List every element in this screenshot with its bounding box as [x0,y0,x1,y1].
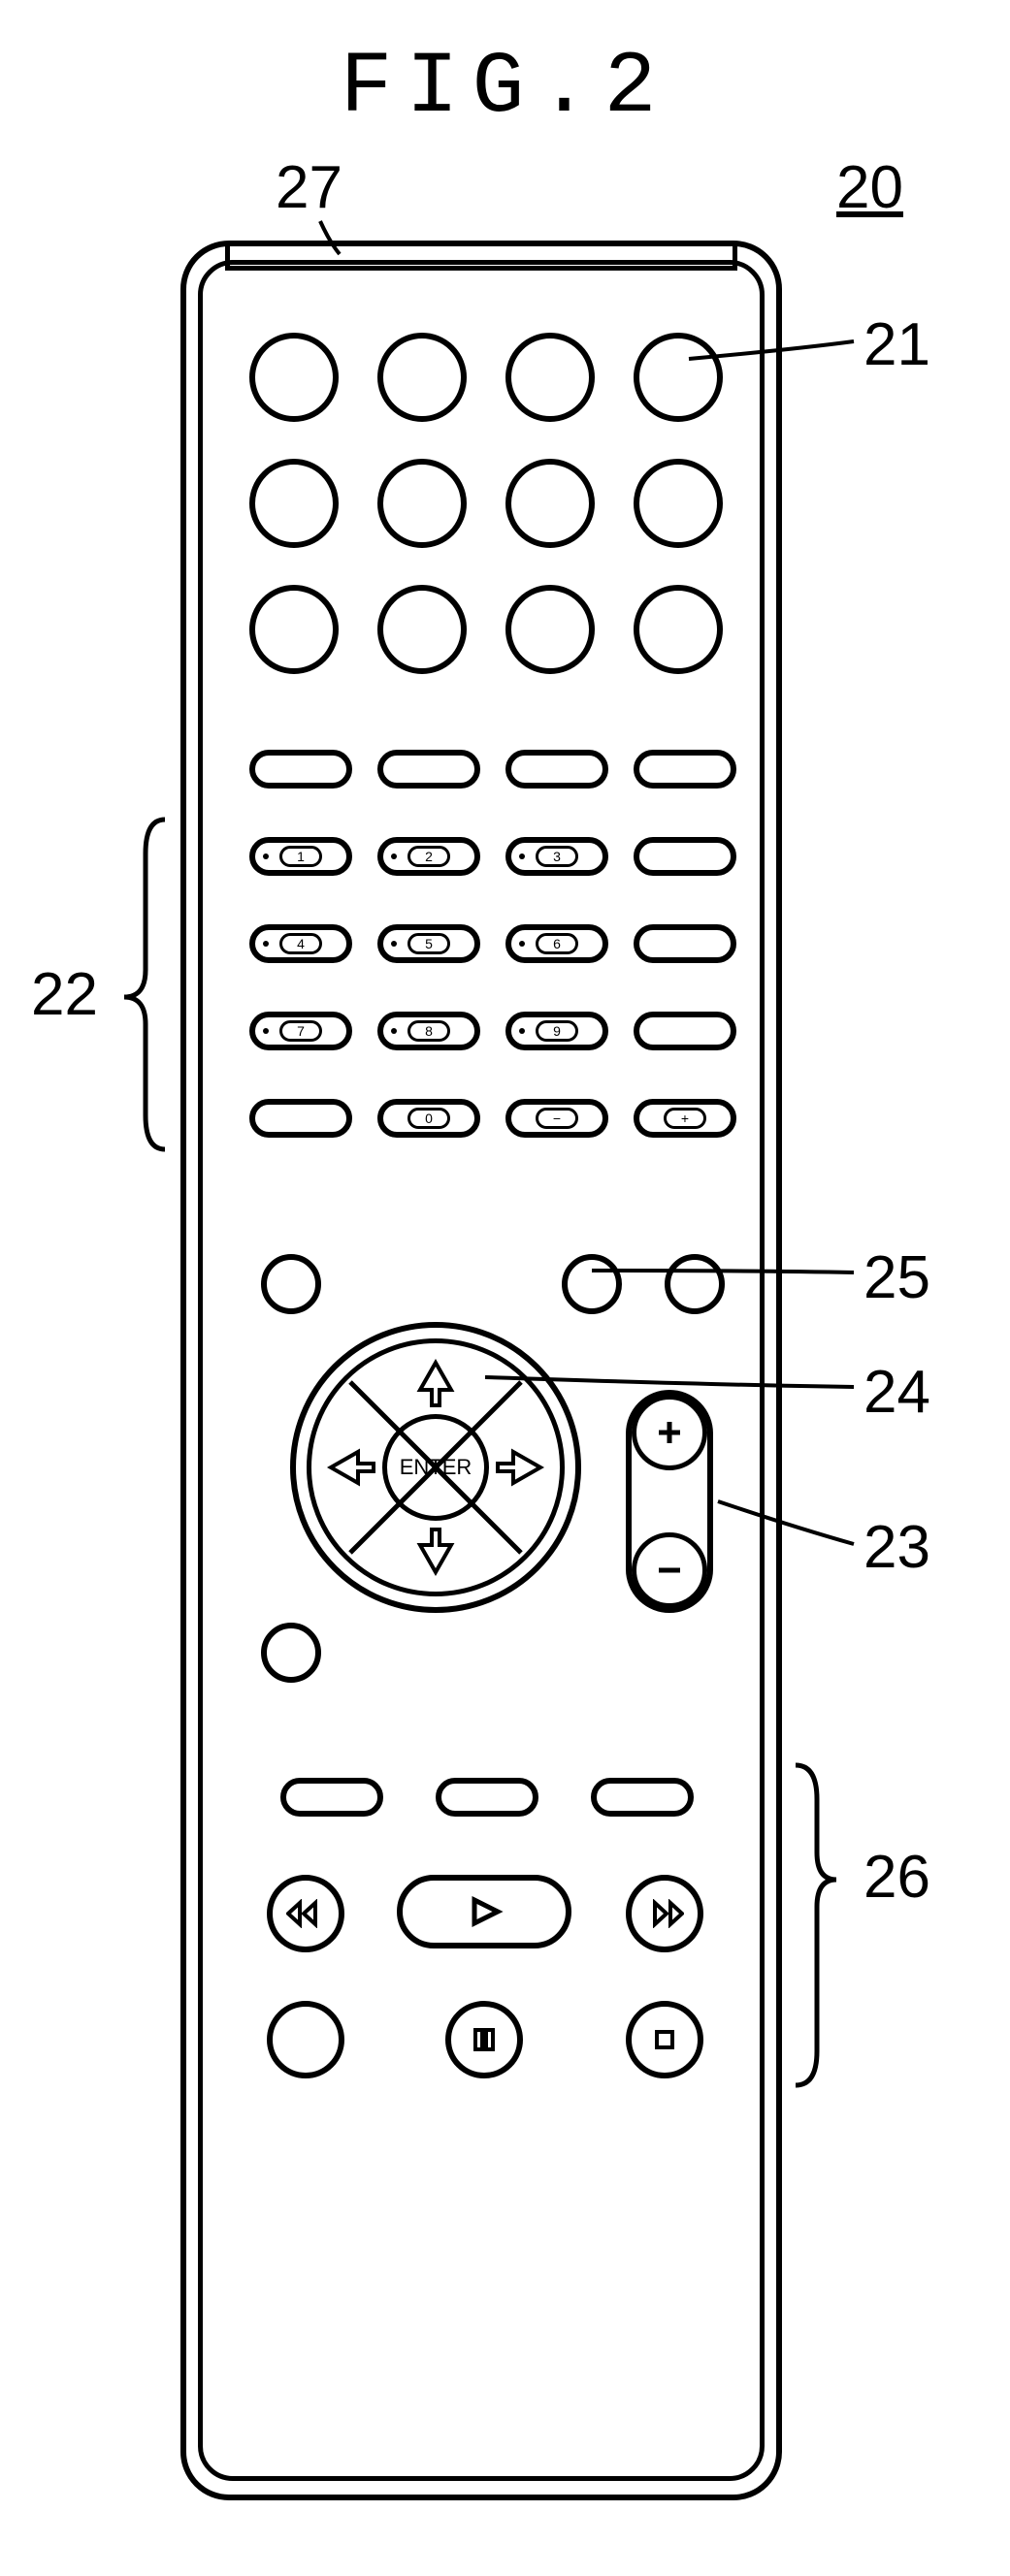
numpad-label: 9 [536,1020,578,1042]
dpad: ENTER [290,1322,581,1613]
numpad-button[interactable]: 2 [377,837,480,876]
top-button[interactable] [634,459,723,548]
numpad-label: 3 [536,846,578,867]
top-button[interactable] [634,585,723,674]
ref-21: 21 [863,310,930,379]
ref-27: 27 [276,153,342,222]
function-button[interactable] [436,1778,538,1817]
top-button[interactable] [249,333,339,422]
ref-22: 22 [31,960,98,1029]
numpad-button[interactable]: 6 [505,924,608,963]
numpad-label: 0 [407,1108,450,1129]
ref-23: 23 [863,1513,930,1582]
ref-26: 26 [863,1843,930,1912]
function-button[interactable] [280,1778,383,1817]
numpad-button[interactable] [634,837,736,876]
top-button[interactable] [249,459,339,548]
numpad-button[interactable]: − [505,1099,608,1138]
volume-rocker [626,1390,713,1613]
top-button[interactable] [634,333,723,422]
numpad-label: 8 [407,1020,450,1042]
numpad-label: 1 [279,846,322,867]
ref-24: 24 [863,1358,930,1427]
stop-button[interactable] [626,2001,703,2078]
fast-forward-button[interactable] [626,1875,703,1952]
volume-up-button[interactable] [632,1395,707,1470]
figure-title: FIG.2 [0,39,1010,138]
context-button[interactable] [261,1623,321,1683]
volume-down-button[interactable] [632,1532,707,1608]
numpad-label: 6 [536,933,578,954]
ref-20: 20 [836,153,903,222]
context-button[interactable] [665,1254,725,1314]
numpad-label: 4 [279,933,322,954]
numpad-button[interactable] [249,1099,352,1138]
function-button[interactable] [377,750,480,789]
top-button[interactable] [505,333,595,422]
dpad-enter-button[interactable]: ENTER [382,1414,489,1521]
function-button[interactable] [634,750,736,789]
function-button[interactable] [591,1778,694,1817]
top-button[interactable] [249,585,339,674]
context-button[interactable] [562,1254,622,1314]
context-button[interactable] [261,1254,321,1314]
numpad-button[interactable]: 0 [377,1099,480,1138]
numpad-button[interactable] [634,924,736,963]
numpad-button[interactable]: 4 [249,924,352,963]
play-button[interactable] [397,1875,571,1948]
numpad-button[interactable] [634,1012,736,1050]
top-button[interactable] [377,333,467,422]
aux-button[interactable] [267,2001,344,2078]
rewind-button[interactable] [267,1875,344,1952]
numpad-label: 2 [407,846,450,867]
top-button[interactable] [377,459,467,548]
numpad-button[interactable]: 1 [249,837,352,876]
figure-page: FIG.2 20 27 21 22 25 24 23 26 [0,0,1010,2576]
numpad-button[interactable]: 7 [249,1012,352,1050]
numpad-button[interactable]: 9 [505,1012,608,1050]
numpad-button[interactable]: 5 [377,924,480,963]
ref-25: 25 [863,1243,930,1312]
numpad-button[interactable]: 3 [505,837,608,876]
dpad-enter-label: ENTER [400,1455,472,1480]
numpad-label: 7 [279,1020,322,1042]
numpad-label: + [664,1108,706,1129]
top-button[interactable] [505,459,595,548]
numpad-button[interactable]: 8 [377,1012,480,1050]
numpad-button[interactable]: + [634,1099,736,1138]
top-button[interactable] [505,585,595,674]
top-button[interactable] [377,585,467,674]
function-button[interactable] [505,750,608,789]
remote-outline: 1 2 3 4 5 6 7 8 9 0 − + [180,241,782,2500]
numpad-label: − [536,1108,578,1129]
numpad-label: 5 [407,933,450,954]
function-button[interactable] [249,750,352,789]
pause-button[interactable] [445,2001,523,2078]
remote-inner-outline: 1 2 3 4 5 6 7 8 9 0 − + [198,260,765,2481]
